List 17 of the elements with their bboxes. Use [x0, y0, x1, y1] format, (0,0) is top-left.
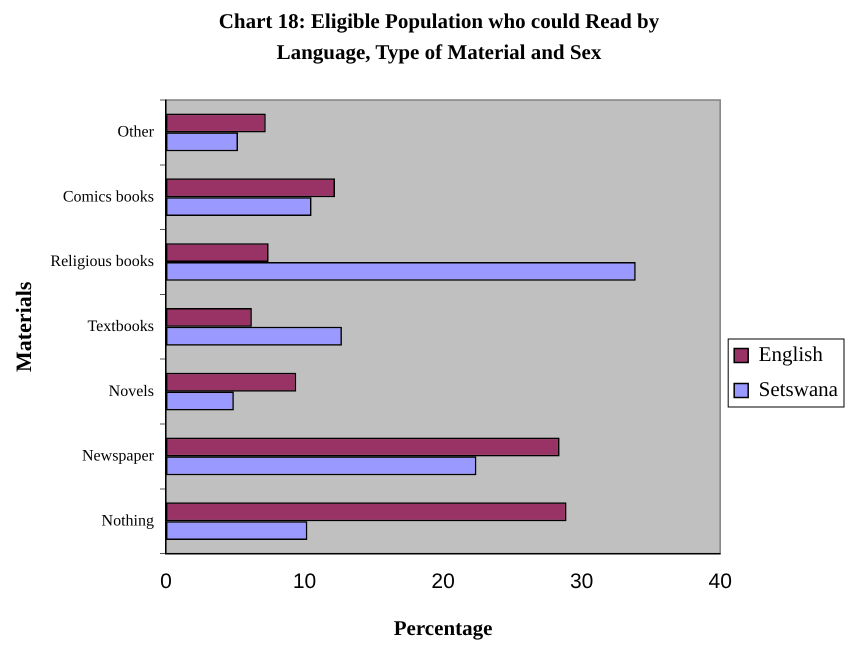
y-tick-label: Novels — [108, 382, 154, 400]
x-tick-label: 0 — [160, 570, 172, 593]
y-tick-label: Religious books — [50, 253, 154, 270]
x-axis-title: Percentage — [394, 616, 492, 640]
x-tick-label: 40 — [708, 570, 732, 593]
y-tick-label: Comics books — [62, 188, 154, 206]
x-tick-label: 30 — [570, 570, 594, 593]
legend-label: English — [758, 342, 824, 366]
y-tick-label: Newspaper — [82, 448, 155, 465]
x-tick-label: 10 — [292, 570, 316, 593]
y-axis-title: Materials — [10, 281, 36, 372]
y-tick-label: Textbooks — [88, 318, 154, 336]
chart-title: Chart 18: Eligible Population who could Read by Language, Type of Material and Sex — [218, 8, 660, 66]
x-tick-label: 20 — [431, 570, 455, 593]
y-tick-label: Other — [118, 124, 155, 141]
y-tick-label: Nothing — [102, 512, 154, 530]
legend-label: Setswana — [758, 377, 839, 402]
